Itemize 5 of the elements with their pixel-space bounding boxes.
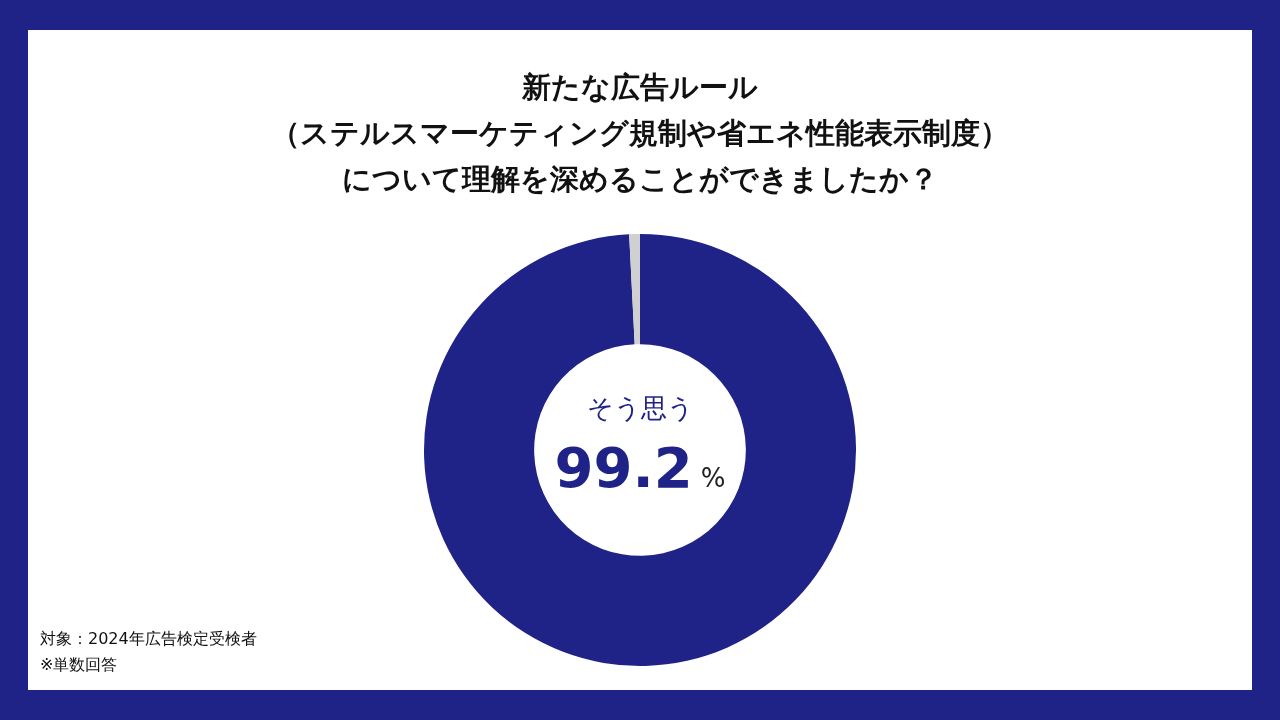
slice-label: そう思う [586,392,694,423]
text: ※単数回答 [40,654,119,676]
text: 対象：2024年広告検定受検者 [40,628,257,650]
data-label: 99.2% [554,434,726,500]
chart-title: 新たな広告ルール（ステルスマーケティング規制や省エネ性能表示制度）について理解を深めることができましたか？ [270,69,1010,198]
